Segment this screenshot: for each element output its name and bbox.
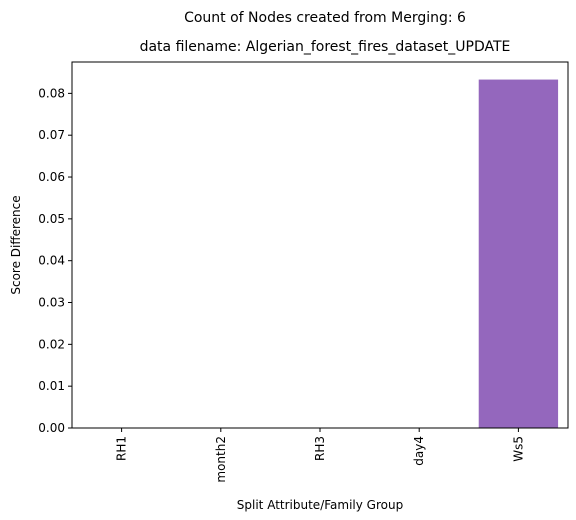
- chart-suptitle: Count of Nodes created from Merging: 6: [184, 10, 466, 26]
- y-tick-label: 0.03: [38, 296, 65, 310]
- y-axis-label: Score Difference: [9, 195, 23, 294]
- y-tick-label: 0.00: [38, 421, 65, 435]
- x-axis-label: Split Attribute/Family Group: [237, 498, 403, 512]
- plot-frame: [71, 61, 569, 429]
- x-tick-label: month2: [214, 436, 228, 483]
- y-tick-label: 0.02: [38, 337, 65, 351]
- x-tick-label: RH1: [115, 436, 129, 461]
- bar-Ws5: [478, 79, 559, 429]
- y-tick-label: 0.06: [38, 170, 65, 184]
- chart-title: data filename: Algerian_forest_fires_dat…: [140, 39, 511, 55]
- y-axis: 0.00 0.01 0.02 0.03 0.04 0.05 0.06 0.07 0.08: [38, 86, 72, 435]
- y-tick-label: 0.05: [38, 212, 65, 226]
- x-axis: RH1 month2 RH3 day4 Ws5: [115, 428, 525, 483]
- y-tick-label: 0.07: [38, 128, 65, 142]
- y-tick-label: 0.01: [38, 379, 65, 393]
- x-tick-label: Ws5: [511, 436, 525, 462]
- y-tick-label: 0.08: [38, 86, 65, 100]
- x-tick-label: day4: [412, 436, 426, 466]
- bars: [478, 79, 559, 429]
- y-tick-label: 0.04: [38, 254, 65, 268]
- x-tick-label: RH3: [313, 436, 327, 461]
